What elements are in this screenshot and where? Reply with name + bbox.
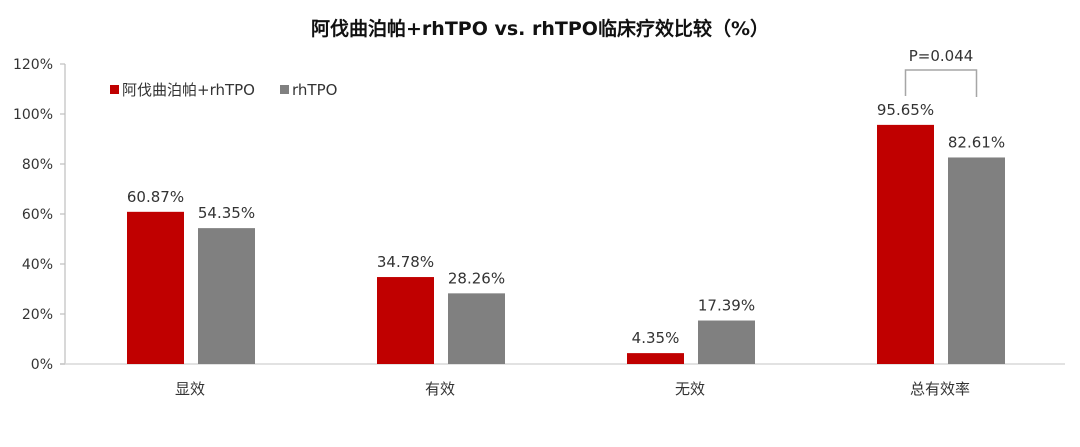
y-tick-label: 60% xyxy=(22,207,53,223)
bar xyxy=(698,320,755,364)
chart-title: 阿伐曲泊帕+rhTPO vs. rhTPO临床疗效比较（%） xyxy=(311,18,769,40)
y-tick-label: 80% xyxy=(22,157,53,173)
legend: 阿伐曲泊帕+rhTPO rhTPO xyxy=(110,81,337,99)
p-value-annotation: P=0.044 xyxy=(904,47,978,97)
x-category-label: 无效 xyxy=(675,380,705,398)
y-tick-label: 40% xyxy=(22,257,53,273)
bars: 显效 60.87% 54.35% 有效 34.78% 28.26% 无效 4.35% 17.39… xyxy=(127,101,1005,398)
data-label: 4.35% xyxy=(632,329,680,347)
data-label: 95.65% xyxy=(877,101,934,119)
data-label: 34.78% xyxy=(377,253,434,271)
p-value-label: P=0.044 xyxy=(909,47,974,65)
data-label: 60.87% xyxy=(127,188,184,206)
bar xyxy=(948,157,1005,364)
y-tick-label: 20% xyxy=(22,307,53,323)
legend-label: 阿伐曲泊帕+rhTPO xyxy=(122,81,255,99)
legend-swatch-icon xyxy=(280,85,289,94)
bar xyxy=(127,211,184,364)
y-tick-label: 0% xyxy=(31,357,53,373)
p-value-bracket xyxy=(904,69,978,97)
x-category-label: 有效 xyxy=(425,380,455,398)
y-tick-label: 100% xyxy=(13,107,53,123)
legend-swatch-icon xyxy=(110,85,119,94)
bar xyxy=(877,124,934,364)
data-label: 17.39% xyxy=(698,297,755,315)
data-label: 28.26% xyxy=(448,269,505,287)
data-label: 54.35% xyxy=(198,204,255,222)
legend-label: rhTPO xyxy=(292,81,337,99)
bar xyxy=(198,228,255,364)
bar xyxy=(448,293,505,364)
x-category-label: 总有效率 xyxy=(910,380,970,398)
bar xyxy=(377,277,434,364)
bar xyxy=(627,353,684,364)
axes: 0% 20% 40% 60% 80% 100% 120% xyxy=(13,57,1065,373)
x-category-label: 显效 xyxy=(175,380,205,398)
y-tick-label: 120% xyxy=(13,57,53,73)
data-label: 82.61% xyxy=(948,133,1005,151)
